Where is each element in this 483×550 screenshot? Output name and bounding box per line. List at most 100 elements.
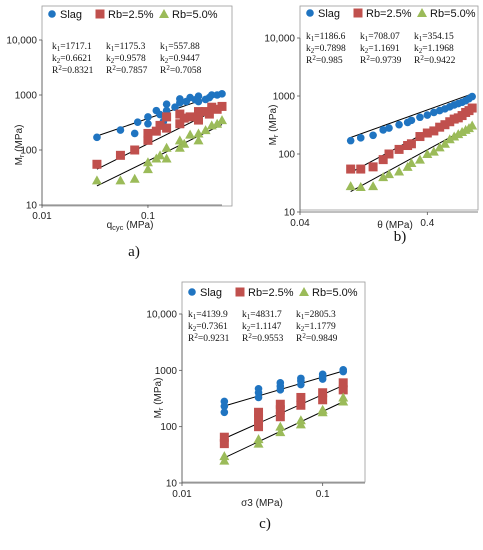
coefficient-text: R2=0.9739	[360, 54, 402, 66]
x-tick-label: 0.1	[141, 211, 155, 222]
data-point	[422, 128, 432, 138]
data-point	[339, 366, 348, 374]
panel-caption: c)	[259, 516, 271, 532]
series-1	[220, 366, 348, 417]
series-3	[345, 120, 478, 193]
legend-marker	[188, 288, 196, 296]
data-point	[444, 134, 455, 144]
data-point	[193, 128, 204, 138]
fit-coefficients: k1=4139.9k2=0.7361R2=0.9231k1=4831.7k2=1…	[188, 310, 338, 344]
data-point	[155, 120, 165, 130]
series-2	[92, 101, 227, 170]
data-point	[144, 119, 152, 128]
data-point	[355, 181, 366, 191]
coefficient-text: k1=1175.3	[106, 42, 146, 53]
data-point	[218, 90, 226, 98]
fit-line	[350, 93, 473, 138]
coefficient-text: R2=0.8321	[52, 64, 94, 76]
data-point	[176, 95, 184, 103]
data-point	[394, 166, 405, 176]
data-point	[182, 97, 191, 106]
coefficient-text: k1=1186.6	[306, 32, 346, 43]
coefficient-text: k2=0.6621	[52, 54, 92, 65]
data-point	[415, 132, 425, 142]
data-point	[338, 378, 348, 388]
coefficient-text: R2=0.9849	[296, 332, 338, 344]
data-point	[219, 432, 229, 442]
legend: Slag Rb=2.5% Rb=5.0%	[48, 9, 218, 21]
legend-label: Rb=2.5%	[108, 9, 154, 21]
chart-panel-2: 10 100 1000 10,000 0.04 0.4 θ (MPa) Mr (MPa) b) S…	[264, 5, 479, 245]
data-point	[345, 181, 356, 191]
x-tick-label: 0.04	[290, 218, 310, 229]
data-point	[440, 120, 450, 130]
coefficient-text: k2=1.1147	[242, 322, 282, 333]
data-point	[346, 164, 356, 174]
data-point	[338, 392, 349, 402]
chart-panel-3: 10 100 1000 10,000 0.01 0.1 σ3 (MPa) Mr (MPa) c)…	[146, 281, 366, 532]
y-axis-label: Mr (MPa)	[153, 378, 165, 419]
data-point	[275, 405, 285, 415]
y-tick-label: 10,000	[6, 36, 37, 47]
data-point	[130, 145, 140, 155]
data-point	[91, 175, 102, 185]
data-point	[185, 129, 196, 139]
coefficient-text: R2=0.9553	[242, 332, 284, 344]
plot-frame	[41, 5, 233, 207]
data-point	[384, 149, 394, 159]
data-point	[296, 400, 306, 410]
data-point	[161, 142, 172, 152]
data-point	[142, 157, 153, 167]
fit-coefficients: k1=1717.1k2=0.6621R2=0.8321k1=1175.3k2=0…	[52, 42, 202, 76]
data-point	[297, 374, 305, 383]
coefficient-text: R2=0.7857	[106, 64, 148, 76]
legend-label: Rb=5.0%	[172, 9, 218, 21]
y-tick-label: 10,000	[146, 310, 177, 321]
legend-marker	[235, 287, 245, 297]
data-point	[217, 115, 227, 125]
y-tick-label: 10	[26, 201, 38, 212]
data-point	[384, 169, 394, 179]
legend-label: Slag	[60, 9, 82, 21]
y-tick-label: 100	[20, 146, 37, 157]
data-point	[179, 113, 189, 123]
data-point	[116, 126, 125, 134]
data-point	[406, 139, 416, 149]
data-point	[276, 379, 285, 387]
series-2	[346, 103, 477, 174]
data-point	[220, 397, 229, 406]
data-point	[296, 392, 306, 402]
data-point	[205, 93, 214, 102]
legend-label: Slag	[318, 8, 340, 20]
legend-marker	[48, 10, 56, 18]
data-point	[143, 128, 153, 138]
data-point	[338, 385, 348, 395]
data-point	[130, 129, 139, 138]
data-point	[254, 385, 263, 393]
data-point	[385, 124, 393, 132]
data-point	[275, 412, 285, 422]
data-point	[449, 131, 460, 141]
legend-marker	[95, 9, 105, 19]
legend-marker	[299, 287, 309, 296]
series-1	[93, 90, 226, 142]
x-tick-label: 0.01	[172, 489, 192, 500]
data-point	[207, 102, 217, 112]
data-point	[129, 173, 140, 183]
data-point	[467, 120, 478, 130]
data-point	[142, 164, 153, 174]
data-point	[162, 100, 171, 109]
y-tick-label: 100	[160, 422, 177, 433]
data-point	[212, 118, 223, 128]
coefficient-text: k2=1.1691	[360, 44, 400, 55]
legend-label: Rb=2.5%	[248, 287, 294, 299]
data-point	[133, 118, 142, 127]
coefficient-text: R2=0.9422	[414, 54, 456, 66]
data-point	[193, 107, 203, 117]
series-3	[219, 392, 349, 465]
data-point	[378, 155, 388, 165]
data-point	[143, 135, 153, 145]
legend-label: Rb=5.0%	[312, 287, 358, 299]
coefficient-text: k2=0.9578	[106, 54, 146, 65]
